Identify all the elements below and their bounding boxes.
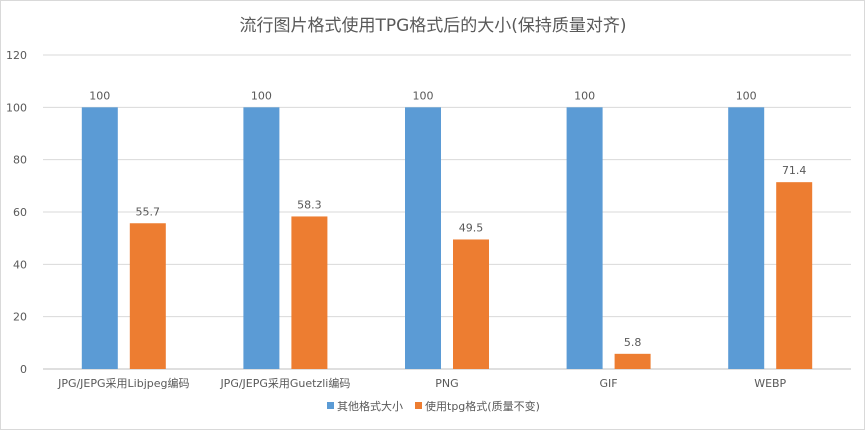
y-axis-ticks: 0 20 40 60 80 100 120 bbox=[6, 49, 27, 376]
data-label: 100 bbox=[89, 89, 110, 102]
data-labels: 100 55.7 100 58.3 100 49.5 100 5.8 100 71.4 bbox=[89, 89, 806, 348]
y-tick-label: 60 bbox=[13, 206, 27, 219]
legend-label: 其他格式大小 bbox=[337, 399, 403, 413]
category-label: WEBP bbox=[754, 377, 786, 390]
bar-other-format bbox=[81, 107, 118, 369]
data-label: 5.8 bbox=[624, 336, 642, 349]
legend: 其他格式大小 使用tpg格式(质量不变) bbox=[327, 399, 540, 413]
data-label: 58.3 bbox=[297, 198, 322, 211]
data-label: 100 bbox=[736, 89, 757, 102]
bar-other-format bbox=[566, 107, 603, 369]
data-label: 100 bbox=[574, 89, 595, 102]
chart-title: 流行图片格式使用TPG格式后的大小(保持质量对齐) bbox=[239, 15, 626, 36]
y-tick-label: 0 bbox=[20, 363, 27, 376]
legend-label: 使用tpg格式(质量不变) bbox=[425, 399, 540, 413]
data-label: 55.7 bbox=[136, 205, 161, 218]
y-tick-label: 100 bbox=[6, 101, 27, 114]
legend-swatch bbox=[415, 402, 422, 409]
data-label: 100 bbox=[251, 89, 272, 102]
y-tick-label: 20 bbox=[13, 311, 27, 324]
y-tick-label: 40 bbox=[13, 258, 27, 271]
bar-other-format bbox=[728, 107, 765, 369]
y-tick-label: 120 bbox=[6, 49, 27, 62]
bar-tpg bbox=[614, 353, 651, 369]
bar-tpg bbox=[291, 216, 328, 369]
bar-other-format bbox=[243, 107, 280, 369]
category-label: PNG bbox=[435, 377, 458, 390]
data-label: 49.5 bbox=[459, 221, 484, 234]
bar-other-format bbox=[405, 107, 441, 369]
data-label: 71.4 bbox=[782, 164, 807, 177]
bar-tpg bbox=[776, 182, 813, 369]
bar-tpg bbox=[453, 239, 489, 369]
category-label: JPG/JEPG采用Libjpeg编码 bbox=[57, 376, 189, 390]
y-tick-label: 80 bbox=[13, 154, 27, 167]
category-label: GIF bbox=[600, 377, 618, 390]
bar-tpg bbox=[129, 223, 166, 369]
bars bbox=[81, 107, 813, 369]
data-label: 100 bbox=[413, 89, 434, 102]
gridlines bbox=[43, 54, 851, 370]
legend-swatch bbox=[327, 402, 334, 409]
category-label: JPG/JEPG采用Guetzli编码 bbox=[219, 376, 350, 390]
category-labels: JPG/JEPG采用Libjpeg编码 JPG/JEPG采用Guetzli编码 PN… bbox=[57, 376, 786, 390]
